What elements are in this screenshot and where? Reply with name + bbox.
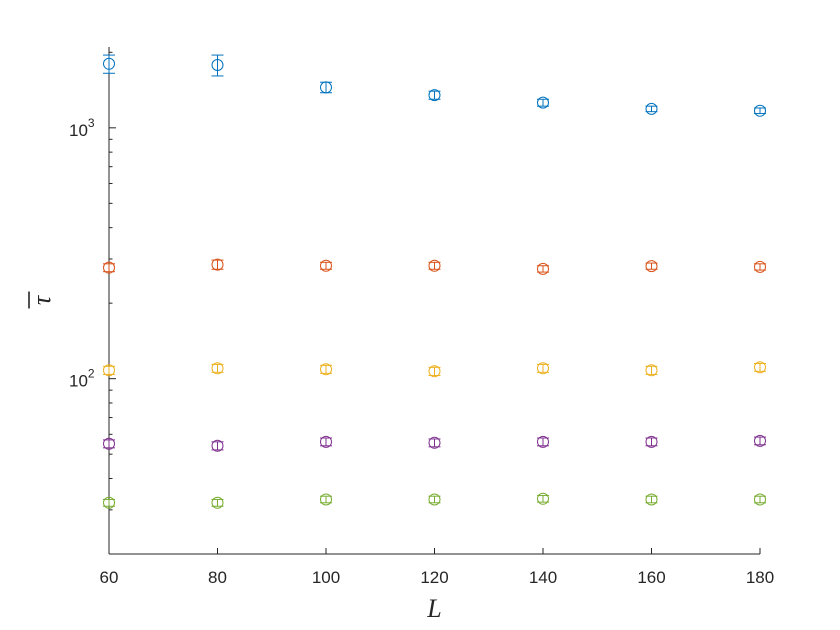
- data-point: [320, 435, 332, 448]
- data-point: [320, 493, 332, 506]
- data-point: [320, 81, 332, 94]
- data-point: [103, 57, 115, 70]
- data-point: [103, 261, 115, 274]
- series-2: [103, 258, 766, 275]
- data-point: [754, 260, 766, 273]
- data-point: [428, 259, 441, 272]
- y-tick-label: 103: [69, 116, 95, 140]
- data-point: [428, 365, 441, 378]
- data-point: [645, 260, 658, 273]
- x-tick-label: 120: [420, 568, 448, 587]
- data-point: [645, 493, 658, 506]
- x-tick-label: 80: [208, 568, 227, 587]
- data-marks: [103, 54, 766, 509]
- x-tick-label: 60: [100, 568, 119, 587]
- data-point: [537, 262, 549, 275]
- data-point: [537, 362, 549, 375]
- data-point: [645, 364, 658, 377]
- data-point: [754, 493, 766, 506]
- y-axis-title-group: τ: [27, 291, 56, 309]
- data-point: [211, 59, 224, 72]
- data-point: [320, 363, 332, 376]
- series-5: [103, 492, 766, 509]
- series-4: [103, 434, 766, 452]
- axes: 60 80 100 120 140 160 180 102 103: [69, 47, 774, 587]
- data-point: [754, 104, 766, 117]
- data-point: [428, 436, 441, 449]
- axis-labels: L τ: [27, 291, 442, 623]
- data-point: [103, 437, 115, 450]
- data-point: [211, 439, 224, 452]
- data-point: [645, 102, 658, 115]
- data-point: [211, 258, 224, 271]
- data-point: [428, 493, 441, 506]
- data-point: [320, 259, 332, 272]
- data-point: [103, 496, 115, 509]
- y-axis-title: τ: [27, 294, 56, 305]
- series-3: [103, 361, 766, 378]
- data-point: [645, 435, 658, 448]
- data-point: [211, 496, 224, 509]
- data-point: [754, 361, 766, 374]
- x-tick-label: 140: [529, 568, 557, 587]
- data-point: [537, 492, 549, 505]
- y-tick-label: 102: [69, 367, 95, 391]
- data-point: [428, 89, 441, 102]
- data-point: [537, 96, 549, 109]
- x-tick-label: 160: [637, 568, 665, 587]
- x-tick-label: 100: [312, 568, 340, 587]
- data-point: [103, 364, 115, 377]
- x-tick-label: 180: [746, 568, 774, 587]
- data-point: [754, 434, 766, 447]
- data-point: [537, 435, 549, 448]
- data-point: [211, 362, 224, 375]
- x-axis-title: L: [426, 594, 441, 623]
- series-1: [103, 54, 766, 117]
